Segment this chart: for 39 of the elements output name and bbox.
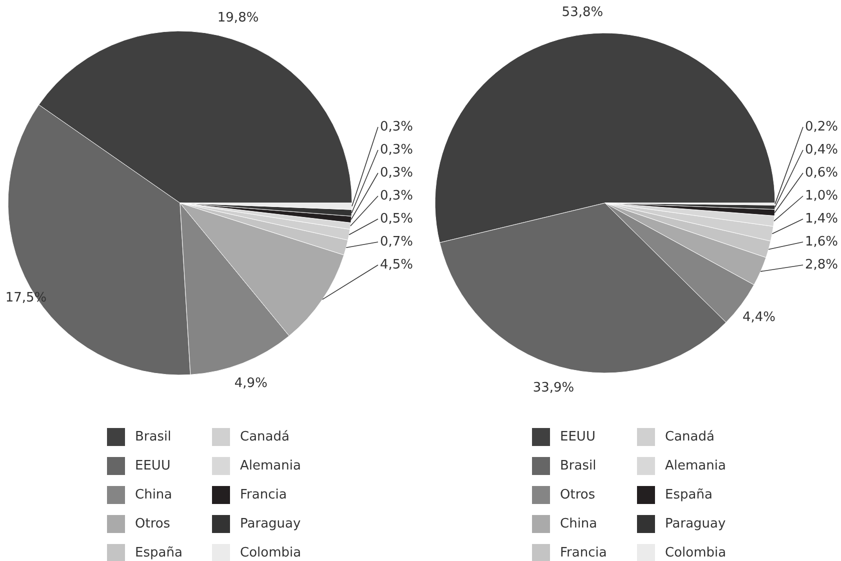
data-label: 53,8% xyxy=(562,4,604,20)
legend-label: Paraguay xyxy=(665,516,726,532)
legend-label: China xyxy=(560,516,598,532)
legend-label: Francia xyxy=(240,488,287,503)
legend-label: EEUU xyxy=(135,458,170,474)
legend-label: Otros xyxy=(560,488,596,503)
legend-label: Brasil xyxy=(135,430,172,445)
legend-label: EEUU xyxy=(560,430,596,445)
legend-label: Canadá xyxy=(665,430,714,445)
data-label: 1,0% xyxy=(805,188,838,204)
data-label: 4,4% xyxy=(742,310,776,326)
data-label: 0,2% xyxy=(805,120,838,135)
data-label: 0,3% xyxy=(380,166,414,181)
legend-label: España xyxy=(665,488,712,503)
data-label: 0,3% xyxy=(380,142,414,158)
data-label: 0,6% xyxy=(805,166,838,181)
data-label: 4,9% xyxy=(234,376,268,392)
data-label: 4,5% xyxy=(380,258,414,273)
legend-label: China xyxy=(135,488,172,503)
legend-label: Francia xyxy=(560,546,607,561)
data-label: 19,8% xyxy=(217,10,259,26)
data-label: 33,9% xyxy=(532,380,574,396)
legend-label: Otros xyxy=(135,516,170,532)
legend-label: Colombia xyxy=(240,546,302,561)
legend-label: Brasil xyxy=(560,458,596,474)
data-label: 1,6% xyxy=(805,234,838,250)
data-label: 0,5% xyxy=(380,212,414,227)
data-label: 0,3% xyxy=(380,188,414,204)
legend-label: Paraguay xyxy=(240,516,301,532)
legend-label: Colombia xyxy=(665,546,726,561)
data-label: 0,3% xyxy=(380,120,414,135)
legend-label: Canadá xyxy=(240,430,290,445)
legend-label: Alemania xyxy=(665,458,726,474)
data-label: 0,7% xyxy=(380,234,414,250)
legend-label: Alemania xyxy=(240,458,301,474)
legend-label: España xyxy=(135,546,182,561)
data-label: 0,4% xyxy=(805,142,838,158)
data-label: 2,8% xyxy=(805,258,838,273)
data-label: 1,4% xyxy=(805,212,838,227)
